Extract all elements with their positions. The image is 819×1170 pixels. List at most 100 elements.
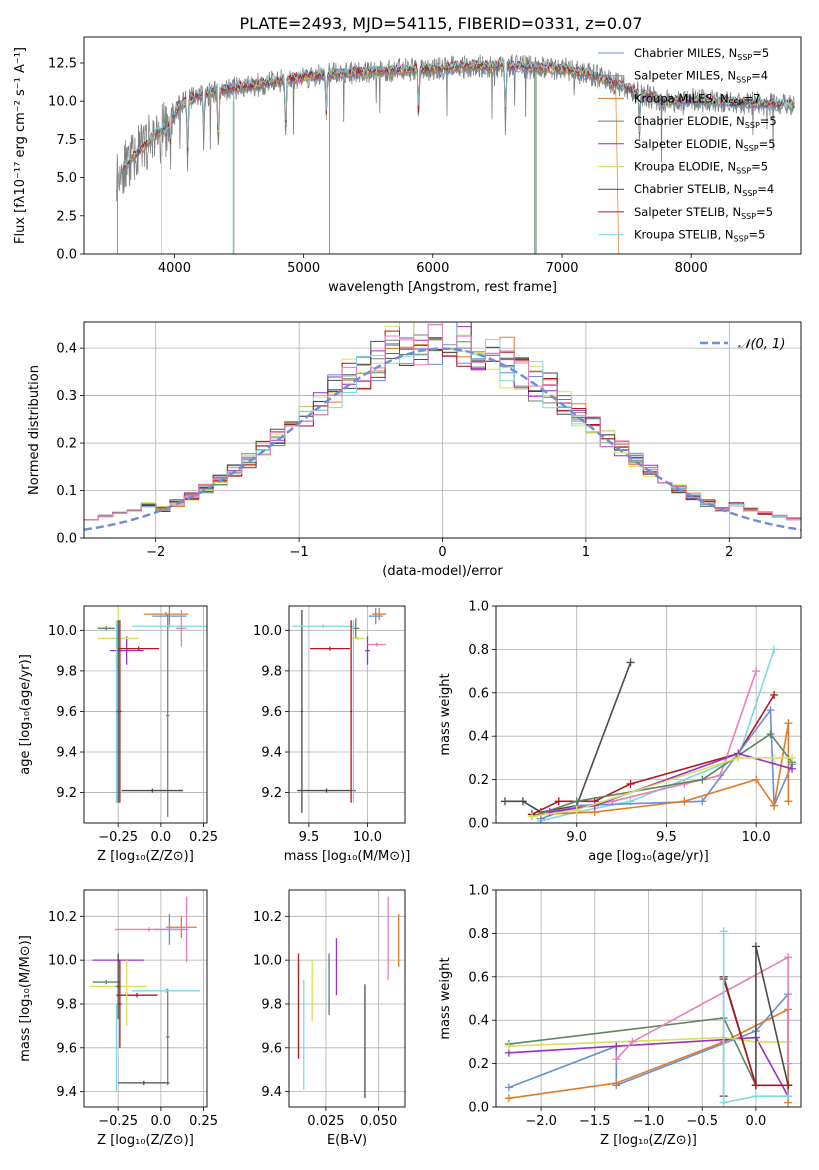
y-tick-label: 9.8 <box>261 664 282 679</box>
panel-massweight_vs_age: 9.0 9.5 10.0 0.0 0.2 0.4 0.6 0.8 1.0 age [log₁₀(a… <box>438 600 802 864</box>
x-tick-label: −0.25 <box>98 1114 138 1129</box>
mass-weight-marker <box>770 645 779 654</box>
y-tick-label: 0.0 <box>468 817 489 832</box>
mass-weight-marker <box>751 1081 760 1090</box>
y-tick-label: 9.2 <box>261 786 282 801</box>
mass-weight-marker <box>784 797 793 806</box>
legend-entry: Kroupa MILES, NSSP=7 <box>634 91 760 107</box>
mass-weight-marker <box>698 775 707 784</box>
axes-frame <box>495 605 802 824</box>
y-tick-label: 7.5 <box>56 133 77 148</box>
x-tick-label: −0.25 <box>98 830 138 845</box>
x-axis-label: wavelength [Angstrom, rest frame] <box>328 280 557 295</box>
plot-area <box>504 927 793 1107</box>
mass-weight-line <box>540 707 793 820</box>
axes-frame <box>83 889 208 1108</box>
y-tick-label: 9.2 <box>56 786 77 801</box>
x-tick-label: 9.0 <box>566 830 587 845</box>
mass-weight-marker <box>719 1098 728 1107</box>
x-tick-label: 0.050 <box>360 1114 397 1129</box>
mass-weight-marker <box>612 1055 621 1064</box>
mass-weight-marker <box>504 1094 513 1103</box>
mass-weight-line <box>549 752 793 813</box>
x-tick-label: 5000 <box>287 261 320 276</box>
mass-weight-marker <box>612 1079 621 1088</box>
axes-frame <box>83 321 802 539</box>
y-tick-label: 0.6 <box>468 970 489 985</box>
y-tick-label: 0.8 <box>468 927 489 942</box>
mass-weight-marker <box>770 801 779 810</box>
mass-weight-marker <box>788 753 797 762</box>
x-tick-label: 8000 <box>675 261 708 276</box>
mass-weight-marker <box>680 797 689 806</box>
y-tick-label: 10.2 <box>48 910 77 925</box>
mass-weight-marker <box>554 797 563 806</box>
mass-weight-marker <box>518 797 527 806</box>
mass-weight-line <box>531 694 775 816</box>
mass-weight-marker <box>504 1042 513 1051</box>
legend-entry: Salpeter MILES, NSSP=4 <box>634 69 768 85</box>
legend-entry: Salpeter ELODIE, NSSP=5 <box>634 137 776 153</box>
figure-title: PLATE=2493, MJD=54115, FIBERID=0331, z=0… <box>239 14 642 33</box>
histogram-series <box>84 323 801 521</box>
x-tick-label: 0.0 <box>151 830 172 845</box>
x-tick-label: 10.0 <box>742 830 771 845</box>
panel-massweight_vs_Z: −2.0 −1.5 −1.0 −0.5 0.0 0.0 0.2 0.4 0.6 0.8 1.0 Z [… <box>438 884 802 1148</box>
axes-frame <box>83 36 802 255</box>
legend-entry: 𝒩(0, 1) <box>738 337 785 352</box>
y-tick-label: 1.0 <box>468 884 489 899</box>
mass-weight-marker <box>719 927 728 936</box>
y-tick-label: 9.8 <box>56 997 77 1012</box>
y-tick-label: 0.4 <box>468 1014 489 1029</box>
panel-residual_hist: −2 −1 0 1 2 0.0 0.1 0.2 0.3 0.4 (data-model)/error… <box>27 321 802 579</box>
plot-area <box>89 896 201 1092</box>
mass-weight-marker <box>628 1037 637 1046</box>
x-tick-label: −1 <box>290 545 309 560</box>
mass-weight-marker <box>698 797 707 806</box>
x-tick-label: 0.25 <box>189 1114 218 1129</box>
y-tick-label: 0.3 <box>56 389 77 404</box>
y-tick-label: 0.2 <box>56 437 77 452</box>
y-tick-label: 0.0 <box>468 1101 489 1116</box>
mass-weight-marker <box>751 1092 760 1101</box>
mass-weight-marker <box>626 658 635 667</box>
mass-weight-marker <box>504 1083 513 1092</box>
mass-weight-marker <box>766 706 775 715</box>
y-tick-label: 9.8 <box>261 997 282 1012</box>
y-tick-label: 0.6 <box>468 686 489 701</box>
y-tick-label: 5.0 <box>56 171 77 186</box>
y-tick-label: 9.6 <box>56 1041 77 1056</box>
x-axis-label: Z [log₁₀(Z/Z⊙)] <box>97 849 194 864</box>
x-tick-label: 9.5 <box>299 830 320 845</box>
plot-area <box>97 606 207 817</box>
mass-weight-marker <box>752 775 761 784</box>
x-tick-label: −1.5 <box>579 1114 611 1129</box>
y-tick-label: 0.0 <box>56 532 77 547</box>
x-tick-label: 6000 <box>416 261 449 276</box>
y-tick-label: 10.0 <box>48 95 77 110</box>
mass-weight-marker <box>784 953 793 962</box>
histogram-series <box>84 322 801 521</box>
legend-entry: Chabrier STELIB, NSSP=4 <box>634 182 774 198</box>
panel-spectrum: 4000 5000 6000 7000 8000 0.0 2.5 5.0 7.5 10.0 12.5… <box>13 36 802 295</box>
mass-weight-line <box>615 955 789 1064</box>
panel-age_vs_Z: −0.25 0.0 0.25 9.2 9.4 9.6 9.8 10.0 Z [log₁₀(Z/Z… <box>18 605 218 864</box>
x-tick-label: 9.5 <box>656 830 677 845</box>
x-tick-label: 0.025 <box>307 1114 344 1129</box>
axes-frame <box>495 889 802 1108</box>
mass-weight-marker <box>784 1092 793 1101</box>
x-tick-label: 0.0 <box>746 1114 767 1129</box>
y-axis-label: mass [log₁₀(M/M⊙)] <box>18 935 33 1062</box>
y-tick-label: 9.6 <box>261 1041 282 1056</box>
y-tick-label: 12.5 <box>48 56 77 71</box>
mass-weight-marker <box>770 690 779 699</box>
x-tick-label: 0.25 <box>189 830 218 845</box>
mass-weight-marker <box>500 797 509 806</box>
legend-entry: Kroupa ELODIE, NSSP=5 <box>634 160 768 176</box>
y-axis-label: mass weight <box>438 957 453 1039</box>
x-axis-label: (data-model)/error <box>382 564 503 579</box>
mass-weight-marker <box>527 812 536 821</box>
x-tick-label: 0 <box>438 545 446 560</box>
mass-weight-marker <box>572 797 581 806</box>
